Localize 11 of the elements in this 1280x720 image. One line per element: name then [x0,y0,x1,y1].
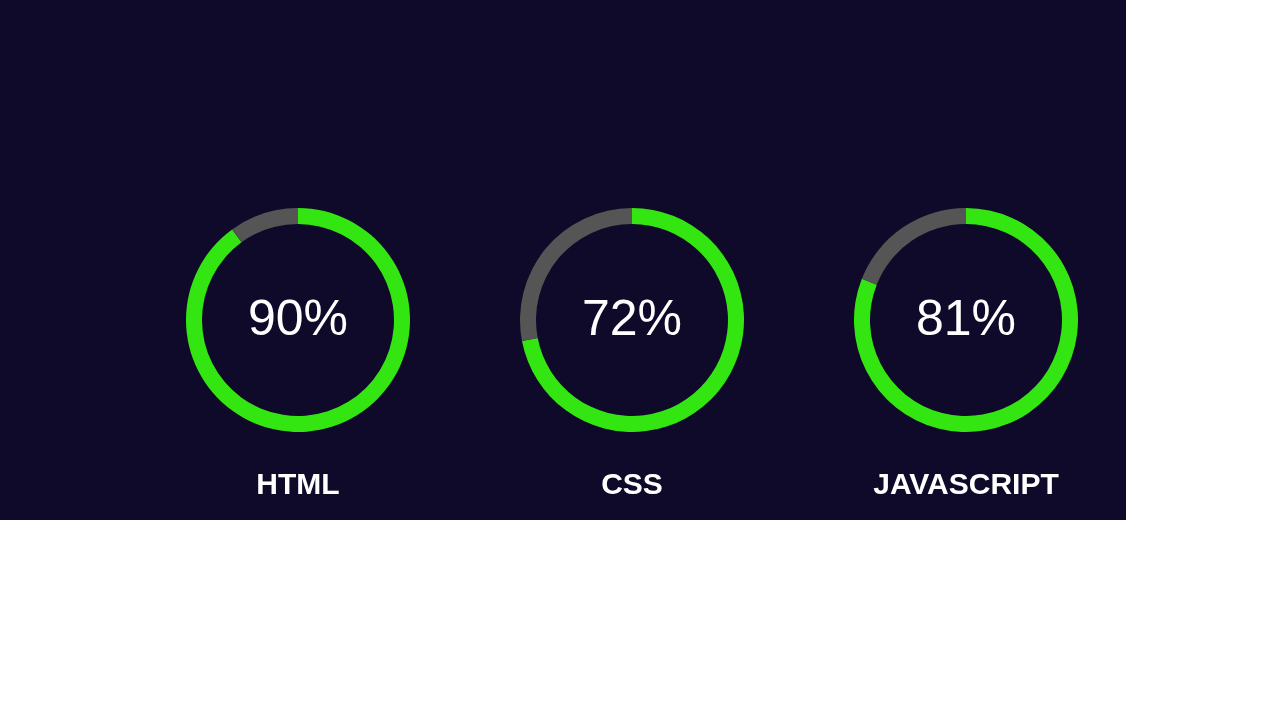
donut-slice [232,208,298,243]
data-label: 90% [247,290,349,346]
text: HTML [256,467,340,500]
donut-slice [521,208,744,432]
text: CSS [601,467,663,500]
data-label: 72% [581,290,683,346]
donut-slice [861,208,966,285]
text: JAVASCRIPT [873,467,1059,500]
donut-slice [186,208,410,432]
data-label: 81% [915,290,1017,346]
donut-slice [854,208,1078,432]
